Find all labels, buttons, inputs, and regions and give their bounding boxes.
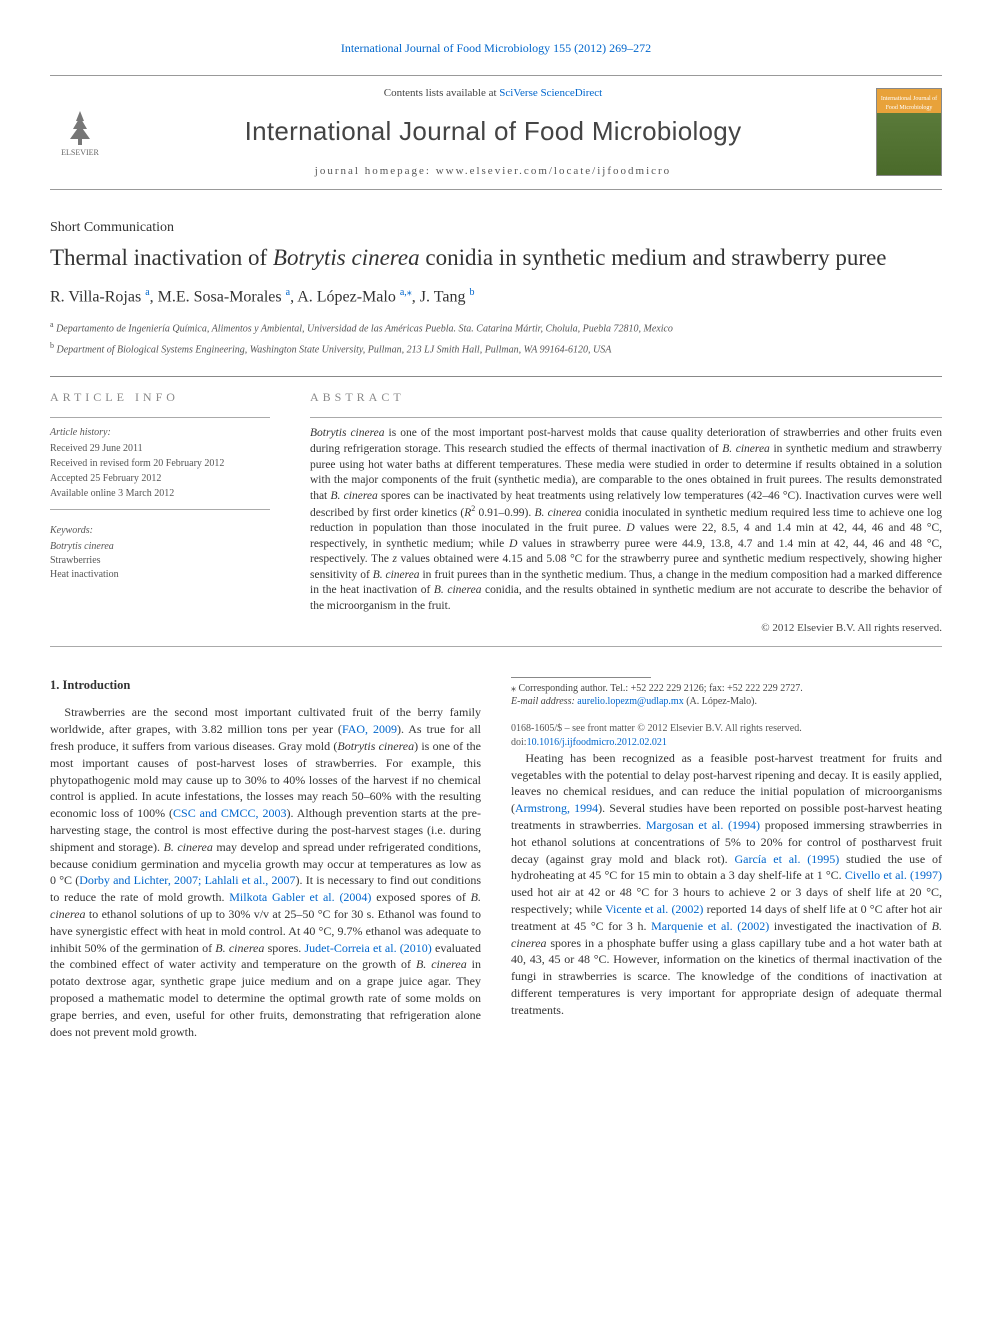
cite-link[interactable]: Margosan et al. (1994)	[646, 818, 760, 832]
author-list: R. Villa-Rojas a, M.E. Sosa-Morales a, A…	[50, 286, 942, 309]
journal-cover-thumb: International Journal of Food Microbiolo…	[876, 88, 942, 176]
meta-row: ARTICLE INFO Article history: Received 2…	[50, 389, 942, 636]
body-columns: 1. Introduction Strawberries are the sec…	[50, 677, 942, 1040]
rule	[50, 376, 942, 377]
rule	[50, 646, 942, 647]
contents-line: Contents lists available at SciVerse Sci…	[128, 86, 858, 101]
keyword: Strawberries	[50, 554, 270, 568]
cite-link[interactable]: Milkota Gabler et al. (2004)	[229, 890, 371, 904]
abstract-block: ABSTRACT Botrytis cinerea is one of the …	[310, 389, 942, 636]
sciencedirect-link[interactable]: SciVerse ScienceDirect	[499, 87, 602, 99]
doi-block: 0168-1605/$ – see front matter © 2012 El…	[511, 722, 942, 750]
cite-link[interactable]: Judet-Correia et al. (2010)	[305, 941, 432, 955]
history-accepted: Accepted 25 February 2012	[50, 472, 270, 486]
abstract-text: Botrytis cinerea is one of the most impo…	[310, 426, 942, 614]
rule-thin	[50, 509, 270, 510]
affiliation-a: a Departamento de Ingeniería Química, Al…	[50, 319, 942, 336]
body-paragraph: Heating has been recognized as a feasibl…	[511, 750, 942, 1019]
elsevier-tree-icon	[60, 107, 100, 147]
cite-link[interactable]: Vicente et al. (2002)	[605, 902, 703, 916]
section-head: 1. Introduction	[50, 677, 481, 695]
article-type: Short Communication	[50, 218, 942, 238]
cite-link[interactable]: Dorby and Lichter, 2007; Lahlali et al.,…	[79, 873, 295, 887]
copyright: © 2012 Elsevier B.V. All rights reserved…	[310, 621, 942, 636]
cite-link[interactable]: Armstrong, 1994	[515, 801, 598, 815]
affil-link-b[interactable]: b	[469, 287, 474, 298]
keyword: Botrytis cinerea	[50, 540, 270, 554]
elsevier-logo: ELSEVIER	[50, 97, 110, 167]
keyword: Heat inactivation	[50, 568, 270, 582]
doi-line: doi:10.1016/j.ijfoodmicro.2012.02.021	[511, 736, 942, 750]
article-title: Thermal inactivation of Botrytis cinerea…	[50, 244, 942, 273]
footnote-rule	[511, 677, 651, 678]
top-citation: International Journal of Food Microbiolo…	[50, 40, 942, 57]
abstract-head: ABSTRACT	[310, 389, 942, 406]
cite-link[interactable]: FAO, 2009	[342, 722, 397, 736]
journal-homepage: journal homepage: www.elsevier.com/locat…	[128, 164, 858, 179]
cover-line1: International Journal of	[881, 95, 937, 103]
article-info: ARTICLE INFO Article history: Received 2…	[50, 389, 270, 636]
cite-link[interactable]: CSC and CMCC, 2003	[173, 806, 286, 820]
history-online: Available online 3 March 2012	[50, 487, 270, 501]
corresponding-footnote: ⁎ Corresponding author. Tel.: +52 222 22…	[511, 682, 942, 708]
top-citation-link[interactable]: International Journal of Food Microbiolo…	[341, 41, 651, 55]
affil-link-a[interactable]: a,	[400, 287, 407, 298]
cite-link[interactable]: Civello et al. (1997)	[845, 868, 942, 882]
keywords-label: Keywords:	[50, 524, 270, 538]
cite-link[interactable]: García et al. (1995)	[734, 852, 839, 866]
rule-thin	[310, 417, 942, 418]
masthead: ELSEVIER Contents lists available at Sci…	[50, 75, 942, 190]
cite-link[interactable]: Marquenie et al. (2002)	[651, 919, 769, 933]
body-paragraph: Strawberries are the second most importa…	[50, 704, 481, 1040]
history-label: Article history:	[50, 426, 270, 440]
front-matter: 0168-1605/$ – see front matter © 2012 El…	[511, 722, 942, 736]
history-revised: Received in revised form 20 February 201…	[50, 457, 270, 471]
masthead-center: Contents lists available at SciVerse Sci…	[128, 86, 858, 179]
history-received: Received 29 June 2011	[50, 442, 270, 456]
elsevier-name: ELSEVIER	[61, 147, 99, 158]
doi-link[interactable]: 10.1016/j.ijfoodmicro.2012.02.021	[527, 737, 667, 748]
article-info-head: ARTICLE INFO	[50, 389, 270, 406]
journal-title: International Journal of Food Microbiolo…	[128, 113, 858, 149]
email-link[interactable]: aurelio.lopezm@udlap.mx	[577, 696, 683, 707]
affiliation-b: b Department of Biological Systems Engin…	[50, 340, 942, 357]
cover-line2: Food Microbiology	[886, 104, 933, 112]
rule-thin	[50, 417, 270, 418]
